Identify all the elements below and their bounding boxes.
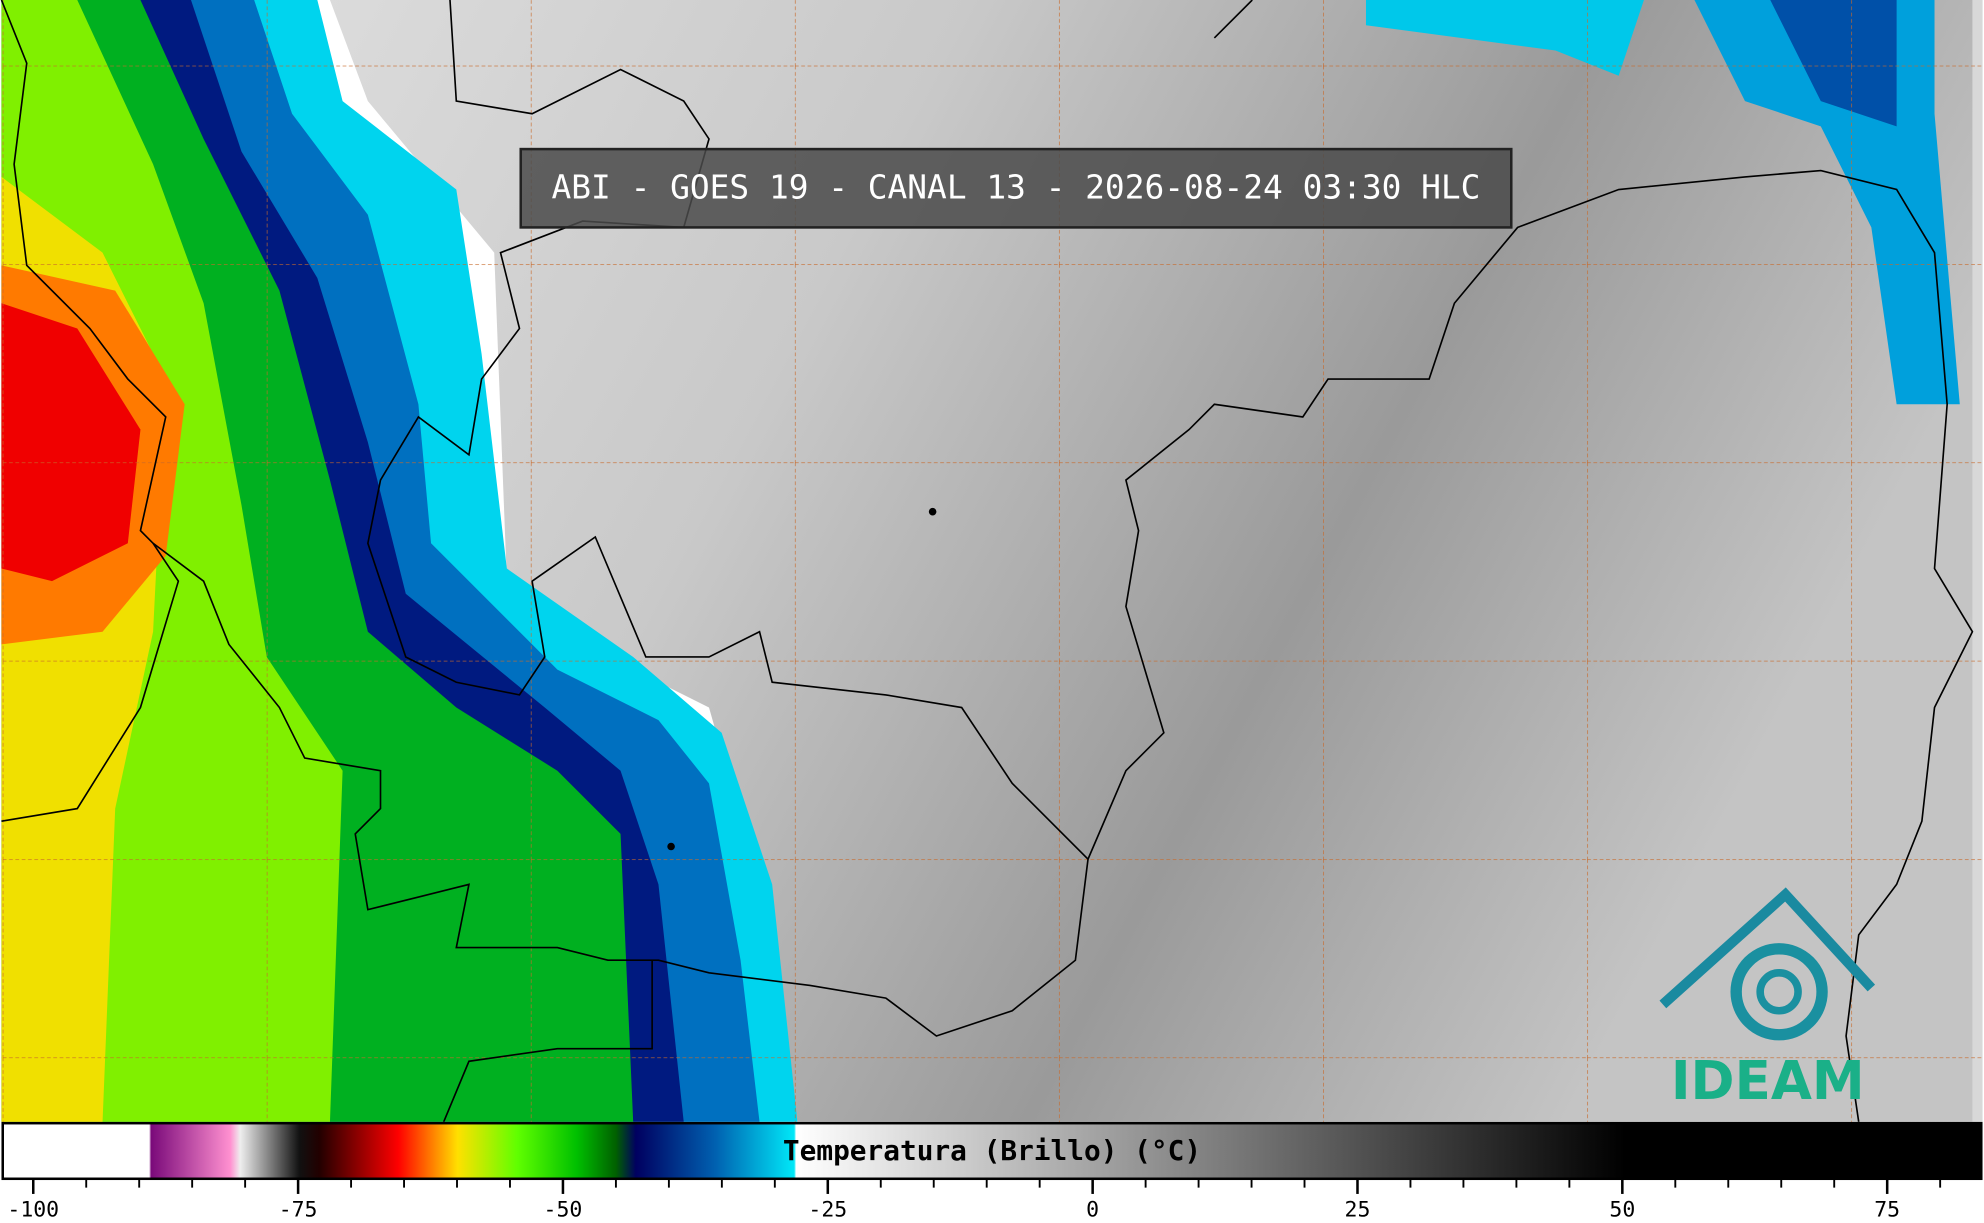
tick-label: 25 <box>1345 1198 1371 1223</box>
title-box: ABI - GOES 19 - CANAL 13 - 2026-08-24 03… <box>519 147 1513 229</box>
logo-text: IDEAM <box>1671 1050 1865 1112</box>
colorbar-label: Temperatura (Brillo) (°C) <box>783 1134 1201 1167</box>
tick-label: -25 <box>808 1198 847 1223</box>
tick-label: 50 <box>1609 1198 1635 1223</box>
title: ABI - GOES 19 - CANAL 13 - 2026-08-24 03… <box>552 168 1481 206</box>
tick-label: -75 <box>279 1198 318 1223</box>
colorbar: Temperatura (Brillo) (°C) -100 -75 -50 -25 0… <box>1 1121 1983 1223</box>
logo: IDEAM <box>1659 887 1876 1112</box>
tick-label: -100 <box>7 1198 59 1223</box>
tick-label: 0 <box>1086 1198 1099 1223</box>
tick-label: 75 <box>1874 1198 1900 1223</box>
tick-label: -50 <box>544 1198 583 1223</box>
colorbar-ramp <box>1 1121 1983 1181</box>
